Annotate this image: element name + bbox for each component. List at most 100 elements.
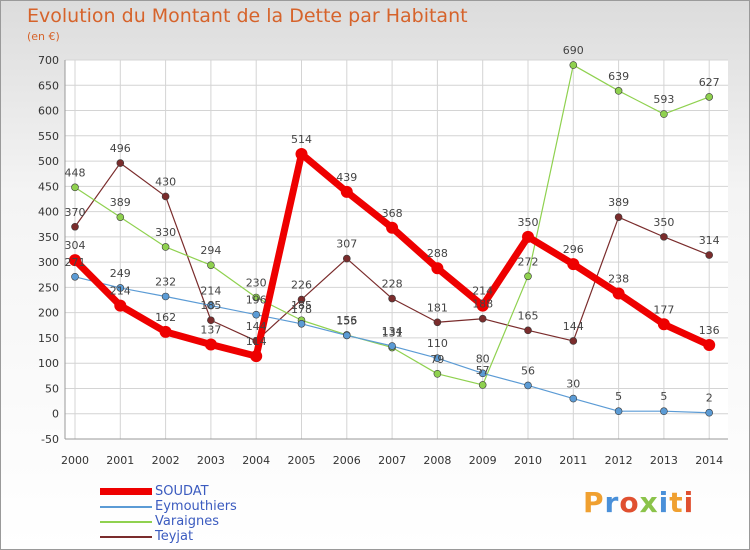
data-point: [159, 325, 172, 338]
data-point: [703, 339, 716, 352]
chart-title: Evolution du Montant de la Dette par Hab…: [27, 5, 468, 27]
x-tick-label: 2013: [650, 454, 678, 467]
data-label: 196: [246, 294, 267, 307]
data-label: 5: [615, 390, 622, 403]
data-label: 162: [155, 311, 176, 324]
data-point: [569, 61, 578, 69]
data-label: 181: [427, 301, 448, 314]
x-tick-label: 2004: [242, 454, 270, 467]
data-label: 232: [155, 275, 176, 288]
data-point: [297, 295, 306, 304]
data-point: [569, 337, 578, 345]
data-label: 271: [65, 256, 86, 269]
data-label: 249: [110, 267, 131, 280]
data-label: 370: [65, 206, 86, 219]
data-label: 439: [336, 171, 357, 184]
data-label: 448: [65, 166, 86, 179]
data-point: [71, 222, 79, 231]
data-point: [522, 230, 534, 243]
y-tick-label: 50: [45, 382, 59, 395]
data-point: [114, 299, 127, 312]
x-tick-label: 2007: [378, 454, 406, 467]
data-label: 134: [382, 325, 403, 338]
data-point: [207, 316, 215, 325]
y-tick-label: -50: [41, 433, 59, 446]
data-point: [524, 272, 532, 281]
y-tick-label: 600: [38, 105, 59, 118]
data-label: 79: [430, 353, 444, 366]
data-point: [478, 381, 487, 389]
plot-area: [65, 60, 728, 439]
data-label: 177: [653, 303, 674, 316]
proxiti-logo: Proxiti: [583, 486, 694, 519]
x-tick-label: 2002: [152, 454, 180, 467]
data-label: 136: [699, 324, 720, 337]
data-label: 80: [476, 352, 490, 365]
x-tick-label: 2003: [197, 454, 225, 467]
logo-letter: i: [658, 486, 670, 519]
data-label: 131: [382, 327, 403, 340]
data-label: 272: [518, 255, 539, 268]
data-point: [431, 262, 444, 275]
logo-letter: t: [669, 486, 684, 519]
data-point: [161, 192, 170, 201]
data-label: 389: [110, 196, 131, 209]
y-tick-label: 100: [38, 357, 59, 370]
data-point: [340, 185, 353, 198]
data-label: 178: [291, 303, 312, 316]
logo-letter: i: [683, 486, 695, 519]
chart-subtitle: (en €): [27, 30, 60, 43]
data-point: [614, 407, 623, 416]
legend-label: Eymouthiers: [155, 499, 237, 514]
y-tick-label: 400: [38, 206, 59, 219]
data-point: [161, 243, 170, 251]
x-tick-label: 2000: [61, 454, 89, 467]
data-point: [612, 287, 625, 300]
data-point: [660, 110, 668, 118]
x-tick-label: 2014: [695, 454, 723, 467]
data-point: [161, 292, 170, 301]
logo-letter: o: [619, 486, 640, 519]
data-point: [250, 350, 263, 363]
data-point: [660, 407, 668, 416]
legend-swatch: [100, 536, 152, 538]
data-point: [116, 159, 125, 167]
data-point: [524, 381, 532, 390]
data-label: 238: [608, 272, 629, 285]
legend-swatch: [100, 488, 152, 495]
data-label: 514: [291, 133, 312, 146]
data-label: 639: [608, 70, 629, 83]
data-point: [705, 408, 714, 417]
data-label: 30: [566, 378, 580, 391]
data-label: 226: [291, 279, 312, 292]
data-label: 144: [563, 320, 584, 333]
data-point: [569, 394, 578, 403]
data-point: [69, 254, 81, 267]
data-point: [388, 294, 396, 303]
data-label: 185: [291, 299, 312, 312]
y-tick-label: 450: [38, 180, 59, 193]
data-point: [116, 284, 125, 292]
x-tick-label: 2008: [423, 454, 451, 467]
data-point: [476, 299, 489, 312]
legend-swatch: [100, 521, 152, 523]
data-point: [116, 213, 125, 221]
logo-letter: x: [639, 486, 659, 519]
y-tick-label: 250: [38, 281, 59, 294]
data-point: [342, 331, 351, 340]
data-point: [614, 87, 623, 95]
data-point: [433, 370, 442, 378]
x-tick-label: 2010: [514, 454, 542, 467]
data-point: [657, 318, 670, 331]
y-tick-label: 550: [38, 130, 59, 143]
x-tick-label: 2006: [333, 454, 361, 467]
data-label: 155: [336, 314, 357, 327]
y-tick-label: 500: [38, 155, 59, 168]
legend-label: Varaignes: [155, 514, 220, 529]
data-label: 304: [65, 239, 86, 252]
y-tick-label: 150: [38, 332, 59, 345]
data-label: 56: [521, 364, 535, 377]
data-label: 430: [155, 175, 176, 188]
data-point: [705, 93, 714, 101]
